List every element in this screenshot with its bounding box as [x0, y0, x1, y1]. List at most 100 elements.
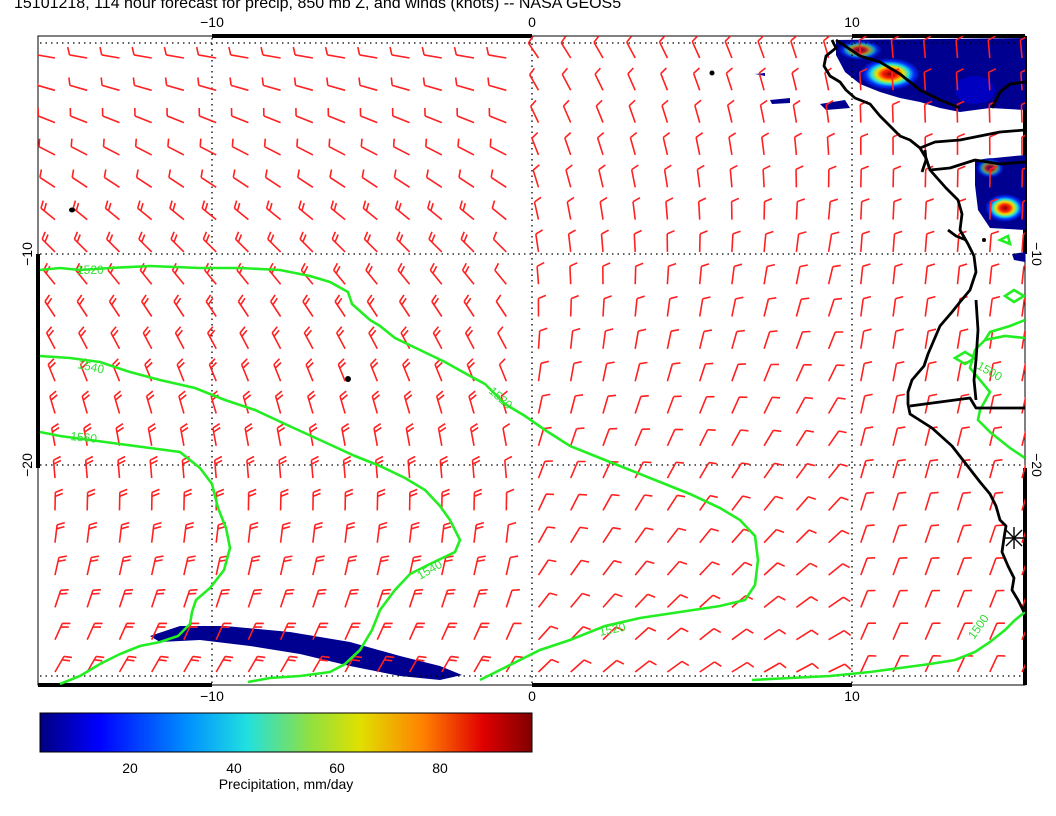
wind-barb: [38, 54, 56, 59]
wind-barb: [471, 455, 481, 479]
contour-line-1500: [968, 334, 1025, 460]
wind-barb: [763, 628, 787, 641]
wind-barb: [456, 107, 475, 124]
wind-barb: [264, 169, 282, 188]
wind-barb: [860, 361, 873, 382]
wind-barb: [956, 328, 969, 349]
wind-barb: [792, 99, 801, 123]
wind-barb: [633, 229, 642, 252]
wind-barb: [206, 326, 217, 350]
wind-barb: [924, 557, 940, 576]
wind-barb: [328, 138, 346, 156]
wind-barb: [560, 36, 572, 59]
wind-barb: [487, 77, 507, 92]
wind-barb: [989, 295, 1001, 317]
wind-barb: [634, 295, 645, 317]
wind-barb: [634, 262, 644, 285]
wind-barb: [860, 589, 876, 608]
wind-barb: [141, 294, 153, 317]
wind-barb: [337, 358, 347, 382]
wind-barb: [989, 589, 1005, 608]
wind-barb: [368, 326, 379, 350]
wind-barb: [827, 165, 837, 188]
wind-barb: [265, 200, 282, 221]
wind-barb: [72, 200, 88, 221]
wind-barb: [827, 397, 846, 414]
wind-barb: [505, 622, 522, 641]
wind-barb: [198, 107, 217, 124]
wind-barb: [860, 524, 875, 543]
wind-barb: [860, 328, 872, 349]
wind-barb: [762, 165, 771, 188]
wind-barb: [602, 394, 617, 414]
wind-barb: [699, 528, 719, 544]
wind-barb: [101, 107, 120, 124]
wind-barb: [489, 138, 507, 156]
wind-barb: [827, 364, 845, 382]
wind-barb: [602, 328, 614, 349]
wind-barb: [827, 297, 843, 317]
wind-barb: [795, 529, 817, 544]
wind-barb: [763, 528, 785, 544]
wind-barb: [505, 588, 520, 608]
wind-barb: [989, 654, 1006, 673]
wind-barb: [828, 663, 852, 673]
wind-barb: [247, 655, 266, 673]
wind-barb: [86, 622, 103, 641]
wind-barb: [457, 138, 475, 156]
wind-barb: [989, 393, 1002, 414]
colorbar-scale: [39, 712, 533, 753]
wind-barb: [150, 588, 166, 608]
wind-barb: [570, 659, 592, 673]
wind-barbs: [38, 36, 1025, 673]
contour-line-1520-north: [39, 264, 760, 682]
wind-barb: [565, 164, 573, 188]
wind-barb: [359, 107, 378, 124]
wind-barb: [151, 655, 169, 673]
colorbar-tick: 80: [432, 760, 448, 776]
wind-barb: [358, 77, 378, 92]
wind-barb: [531, 132, 540, 156]
wind-barb: [1021, 531, 1025, 543]
colorbar-tick: 40: [226, 760, 242, 776]
wind-barb: [213, 455, 223, 479]
wind-barb: [666, 660, 690, 673]
wind-barb: [763, 562, 786, 576]
wind-barb: [183, 622, 200, 641]
wind-barb: [147, 423, 157, 446]
wind-barb: [73, 231, 88, 253]
wind-barb: [197, 77, 217, 92]
wind-barb: [796, 662, 820, 673]
wind-barb: [131, 46, 152, 59]
wind-barb: [292, 46, 314, 59]
wind-barb: [344, 555, 358, 576]
wind-barb: [113, 390, 123, 414]
wind-barb: [332, 262, 346, 285]
wind-barb: [393, 169, 411, 188]
wind-barb: [149, 455, 158, 479]
wind-barb: [763, 330, 778, 350]
wind-barb: [532, 164, 540, 188]
wind-barb: [49, 390, 58, 414]
wind-barb: [1021, 497, 1025, 511]
wind-barb: [666, 461, 685, 479]
wind-barb: [392, 138, 410, 156]
wind-barb: [795, 462, 816, 479]
axis-labels: −10 0 10 −10 0 10 −10 −20 −10 −20: [19, 14, 1045, 704]
wind-barb: [696, 164, 705, 188]
wind-barb: [293, 77, 314, 92]
wind-barb: [183, 588, 198, 608]
wind-barb: [537, 526, 556, 544]
wind-barb: [731, 329, 745, 350]
wind-barb: [666, 229, 675, 252]
wind-barb: [200, 169, 217, 188]
wind-barb: [529, 99, 540, 123]
wind-barb: [326, 77, 346, 92]
wind-barb: [376, 588, 392, 608]
wind-barb: [344, 588, 359, 608]
wind-barb: [860, 393, 873, 414]
wind-barb: [660, 67, 669, 91]
wind-barb: [169, 200, 185, 221]
wind-barb: [344, 622, 361, 641]
height-contours: [39, 234, 1025, 685]
